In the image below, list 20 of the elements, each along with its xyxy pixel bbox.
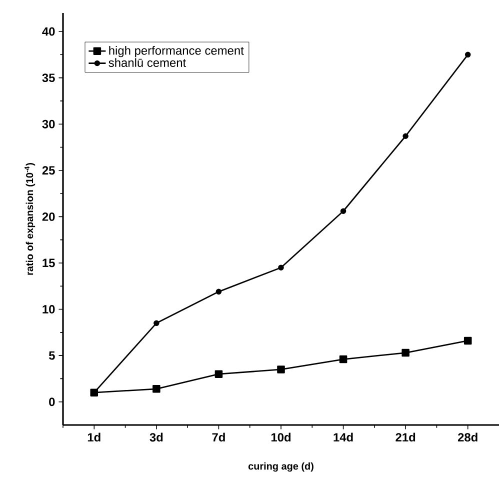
- x-tick-label: 7d: [212, 432, 225, 442]
- legend-label: shanlū cement: [108, 58, 186, 67]
- y-tick-label: 10: [42, 305, 55, 314]
- y-axis-title: ratio of expansion (10$^{-4}$): [24, 162, 36, 275]
- x-tick-label: 3d: [150, 432, 163, 442]
- y-tick-label: 30: [42, 120, 55, 128]
- y-tick-label: 40: [42, 27, 55, 36]
- y-tick-label: 0: [49, 398, 55, 406]
- x-tick-label: 14d: [334, 432, 353, 442]
- legend-label: high performance cement: [109, 46, 244, 58]
- x-tick-label: 28d: [458, 432, 478, 442]
- x-tick-label: 1d: [88, 432, 100, 442]
- y-tick-label: 35: [42, 74, 55, 82]
- y-tick-label: 20: [42, 212, 55, 221]
- y-tick-label: 15: [42, 258, 55, 268]
- x-axis-title: curing age (d): [248, 462, 314, 472]
- y-tick-label: 5: [48, 351, 55, 360]
- x-tick-label: 10d: [271, 432, 291, 442]
- y-tick-label: 25: [42, 166, 55, 175]
- x-tick-label: 21d: [396, 432, 416, 442]
